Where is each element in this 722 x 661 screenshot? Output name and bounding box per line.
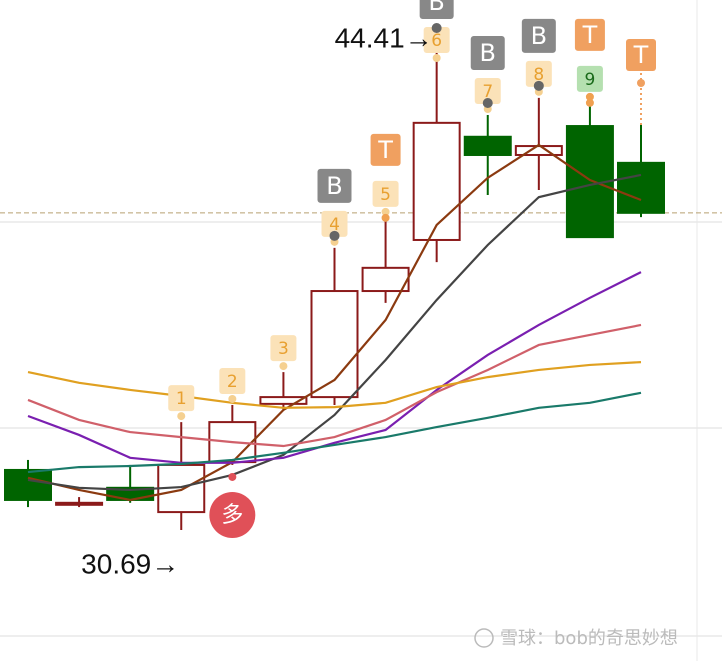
candle-body <box>55 501 104 506</box>
sell-label-box <box>370 133 401 166</box>
signal-dot <box>482 97 493 108</box>
buy-label-box <box>317 168 352 203</box>
signal-dot <box>431 22 442 33</box>
candle-body <box>361 266 410 293</box>
count-label-box <box>168 385 195 412</box>
signal-dot <box>585 92 594 101</box>
signal-dot <box>533 80 544 91</box>
long-label: 多 <box>221 503 243 528</box>
count-label: 9 <box>585 70 596 90</box>
count-label: 8 <box>533 65 544 85</box>
count-label-box <box>372 180 399 207</box>
watermark: 雪球：bob的奇思妙想 <box>500 628 678 649</box>
ma-line <box>27 361 642 409</box>
buy-label: B <box>480 39 496 67</box>
signal-dot <box>432 54 441 62</box>
candle-body <box>412 121 461 241</box>
candle-body <box>4 468 52 501</box>
signal-dot <box>381 213 390 222</box>
buy-label: B <box>531 22 547 50</box>
count-label-box <box>525 60 552 87</box>
signal-dot <box>329 230 340 241</box>
signal-dot <box>637 78 645 87</box>
ma-line <box>27 143 642 502</box>
count-label: 2 <box>227 372 238 392</box>
signal-dot <box>279 362 288 371</box>
count-label: 6 <box>431 31 442 51</box>
signal-dot <box>585 98 594 107</box>
candle-body <box>617 161 665 214</box>
sell-label: T <box>582 21 598 49</box>
watermark-icon <box>474 628 494 648</box>
long-label-bg <box>209 491 256 538</box>
candle-body <box>514 145 563 156</box>
signal-dot <box>381 207 390 216</box>
signal-dot <box>177 412 186 421</box>
count-label: 4 <box>329 215 340 235</box>
signal-dot <box>228 472 237 481</box>
count-label-box <box>423 27 450 53</box>
max-label: 44.41→ <box>335 22 433 53</box>
count-label-box <box>270 335 297 362</box>
candle-body <box>259 396 308 405</box>
count-label-box <box>474 77 501 104</box>
count-label: 7 <box>482 82 493 102</box>
count-label: 5 <box>380 185 391 205</box>
min-label: 30.69→ <box>81 548 179 579</box>
ma-line <box>27 173 642 492</box>
sell-label: T <box>377 136 393 164</box>
count-label-box <box>576 65 603 92</box>
count-label: 1 <box>176 389 187 409</box>
buy-label-box <box>521 18 556 53</box>
buy-label: B <box>428 0 444 16</box>
buy-label-box <box>470 35 505 70</box>
ma-line <box>27 391 642 474</box>
signal-dot <box>228 394 237 403</box>
sell-label-box <box>574 18 605 51</box>
sell-label-box <box>626 38 656 71</box>
count-label-box <box>321 210 348 237</box>
buy-label-box <box>419 0 454 19</box>
candle-body <box>463 135 512 156</box>
count-label: 3 <box>278 339 289 359</box>
ma-line <box>27 323 642 448</box>
ma-line <box>27 271 642 464</box>
count-label-box <box>219 367 246 394</box>
buy-label: B <box>326 172 342 200</box>
sell-label: T <box>633 41 649 69</box>
